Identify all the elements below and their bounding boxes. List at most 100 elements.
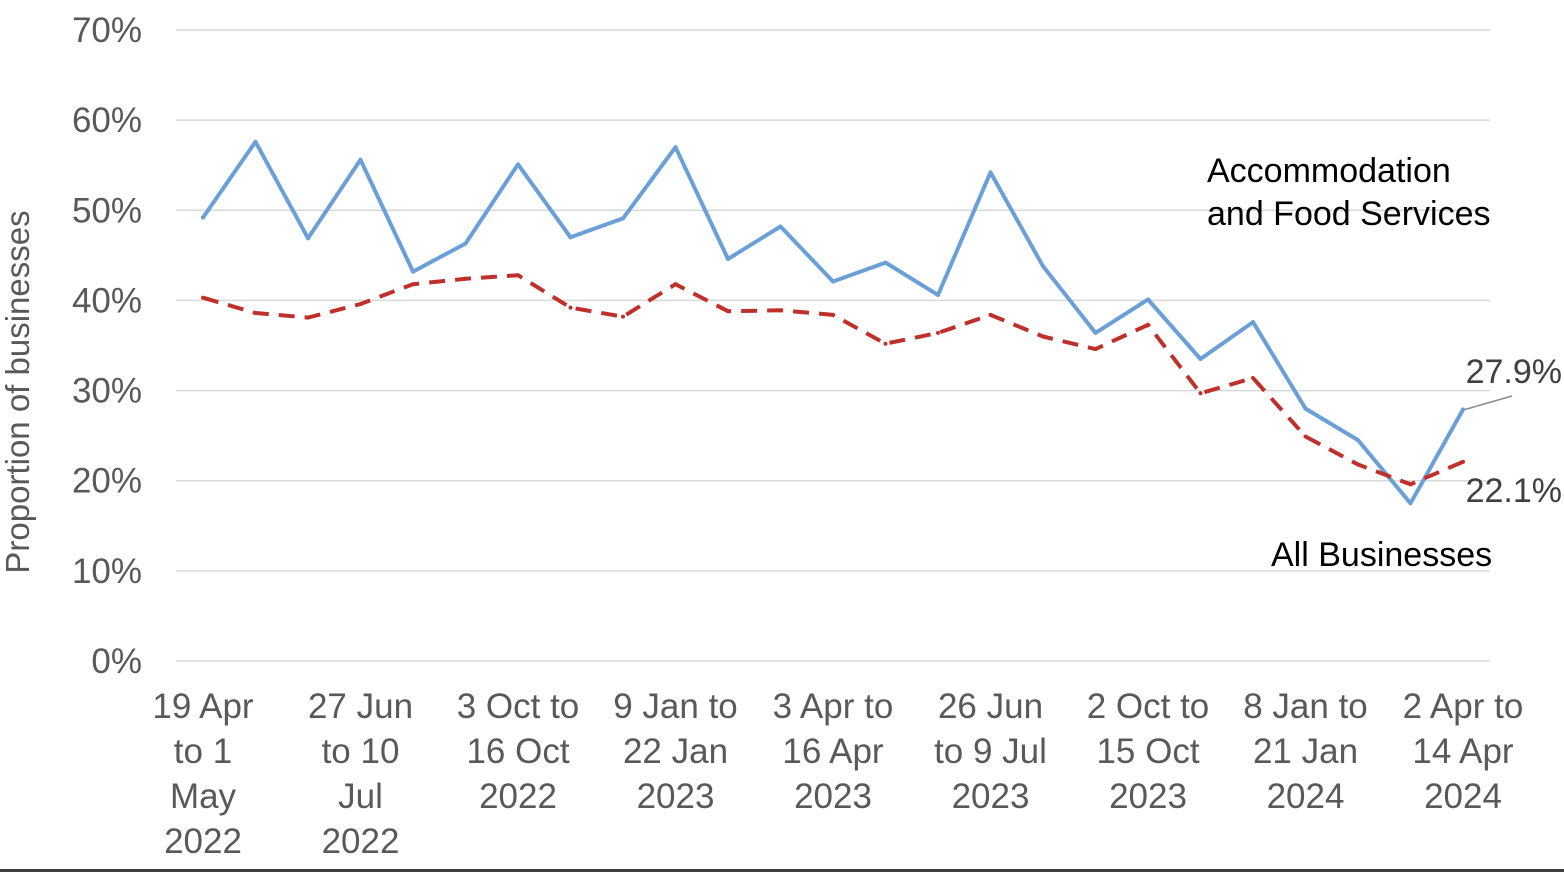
y-tick-label: 50% xyxy=(72,191,142,230)
data-point xyxy=(1461,459,1465,464)
x-tick-label-line: Jul xyxy=(338,777,383,816)
data-point xyxy=(1356,462,1360,467)
data-point xyxy=(1093,330,1098,335)
data-point xyxy=(1303,434,1308,439)
series-label-accommodation: Accommodation and Food Services xyxy=(1207,152,1491,233)
bottom-border xyxy=(0,869,1564,872)
x-tick-label: 27 Jun to 10 Jul 2022 xyxy=(308,687,413,861)
data-point xyxy=(673,282,678,287)
gridlines xyxy=(176,29,1490,662)
data-point xyxy=(253,139,258,144)
x-tick-label-line: 2023 xyxy=(794,777,872,816)
data-point xyxy=(726,256,730,261)
y-axis-ticks: 0% 10% 20% 30% 40% 50% 60% 70% xyxy=(72,11,142,681)
y-tick-label: 10% xyxy=(72,552,142,591)
data-point xyxy=(201,295,205,300)
x-tick-label-line: 14 Apr xyxy=(1412,732,1514,771)
x-tick-label: 3 Apr to 16 Apr 2023 xyxy=(773,687,894,816)
x-tick-label-line: 2024 xyxy=(1267,777,1345,816)
x-tick-label-line: May xyxy=(170,777,237,816)
y-axis-label: Proportion of businesses xyxy=(0,210,36,573)
data-point xyxy=(1251,320,1255,325)
data-point xyxy=(463,241,468,246)
data-point xyxy=(411,282,415,287)
x-tick-label-line: 2023 xyxy=(637,777,715,816)
data-point xyxy=(306,315,310,320)
x-tick-label: 19 Apr to 1 May 2022 xyxy=(152,687,254,861)
data-point xyxy=(1146,297,1150,302)
x-tick-label-line: 16 Apr xyxy=(782,732,884,771)
data-point xyxy=(726,309,730,314)
x-tick-label-line: 2024 xyxy=(1424,777,1502,816)
data-point xyxy=(936,330,940,335)
data-point xyxy=(621,314,625,319)
data-point xyxy=(1146,322,1150,327)
data-point xyxy=(358,157,363,162)
data-point xyxy=(1461,407,1465,412)
series-labels: Accommodation and Food Services All Busine… xyxy=(1207,152,1562,574)
data-point xyxy=(1356,438,1360,443)
series-lines xyxy=(201,139,1465,506)
x-tick-label-line: 2023 xyxy=(952,777,1030,816)
data-point xyxy=(1251,375,1255,380)
data-point xyxy=(516,162,520,167)
x-tick-label: 8 Jan to 21 Jan 2024 xyxy=(1243,687,1368,816)
series-label-line: and Food Services xyxy=(1207,195,1491,233)
x-tick-label-line: 2022 xyxy=(322,822,400,861)
y-tick-label: 30% xyxy=(72,372,142,411)
data-point xyxy=(1408,501,1413,506)
data-point xyxy=(1198,391,1203,396)
data-point xyxy=(831,312,835,317)
series-label-all-businesses: All Businesses xyxy=(1271,536,1492,574)
y-tick-label: 0% xyxy=(91,642,142,681)
series-label-line: All Businesses xyxy=(1271,536,1492,574)
x-tick-label-line: to 9 Jul xyxy=(934,732,1047,771)
x-tick-label-line: 2 Apr to xyxy=(1403,687,1524,726)
x-tick-label: 3 Oct to 16 Oct 2022 xyxy=(457,687,580,816)
data-point xyxy=(621,216,625,221)
x-tick-label-line: 15 Oct xyxy=(1096,732,1199,771)
x-tick-label-line: 22 Jan xyxy=(623,732,728,771)
x-tick-label: 2 Apr to 14 Apr 2024 xyxy=(1403,687,1524,816)
series-label-line: Accommodation xyxy=(1207,152,1451,190)
end-label-accommodation: 27.9% xyxy=(1466,353,1562,391)
x-tick-label-line: to 10 xyxy=(322,732,400,771)
x-tick-label-line: 2022 xyxy=(479,777,557,816)
x-tick-label: 2 Oct to 15 Oct 2023 xyxy=(1087,687,1210,816)
y-tick-label: 20% xyxy=(72,462,142,501)
x-tick-label: 9 Jan to 22 Jan 2023 xyxy=(613,687,738,816)
data-point xyxy=(411,269,415,274)
x-tick-label-line: to 1 xyxy=(174,732,232,771)
data-point xyxy=(516,273,520,278)
data-point xyxy=(1408,482,1413,487)
data-point xyxy=(1041,334,1045,339)
x-tick-label-line: 9 Jan to xyxy=(613,687,738,726)
data-point xyxy=(463,276,468,281)
data-point xyxy=(988,170,993,175)
x-tick-label-line: 16 Oct xyxy=(466,732,569,771)
data-point xyxy=(778,308,783,313)
annotation-leader-line xyxy=(1464,395,1513,411)
y-tick-label: 70% xyxy=(72,11,142,50)
data-point xyxy=(1041,264,1045,269)
x-tick-label-line: 21 Jan xyxy=(1253,732,1358,771)
data-point xyxy=(201,215,205,220)
data-point xyxy=(883,260,888,265)
data-point xyxy=(831,279,835,284)
x-tick-label-line: 2 Oct to xyxy=(1087,687,1210,726)
data-point xyxy=(673,145,678,150)
data-point xyxy=(883,341,888,346)
x-tick-label-line: 8 Jan to xyxy=(1243,687,1368,726)
x-tick-label-line: 27 Jun xyxy=(308,687,413,726)
data-point xyxy=(358,302,363,307)
data-point xyxy=(253,311,258,316)
x-tick-label-line: 3 Oct to xyxy=(457,687,580,726)
x-tick-label-line: 3 Apr to xyxy=(773,687,894,726)
data-point xyxy=(306,236,310,241)
data-point xyxy=(778,224,783,229)
data-point xyxy=(1093,347,1098,352)
end-label-all-businesses: 22.1% xyxy=(1466,472,1562,510)
data-point xyxy=(568,235,573,240)
